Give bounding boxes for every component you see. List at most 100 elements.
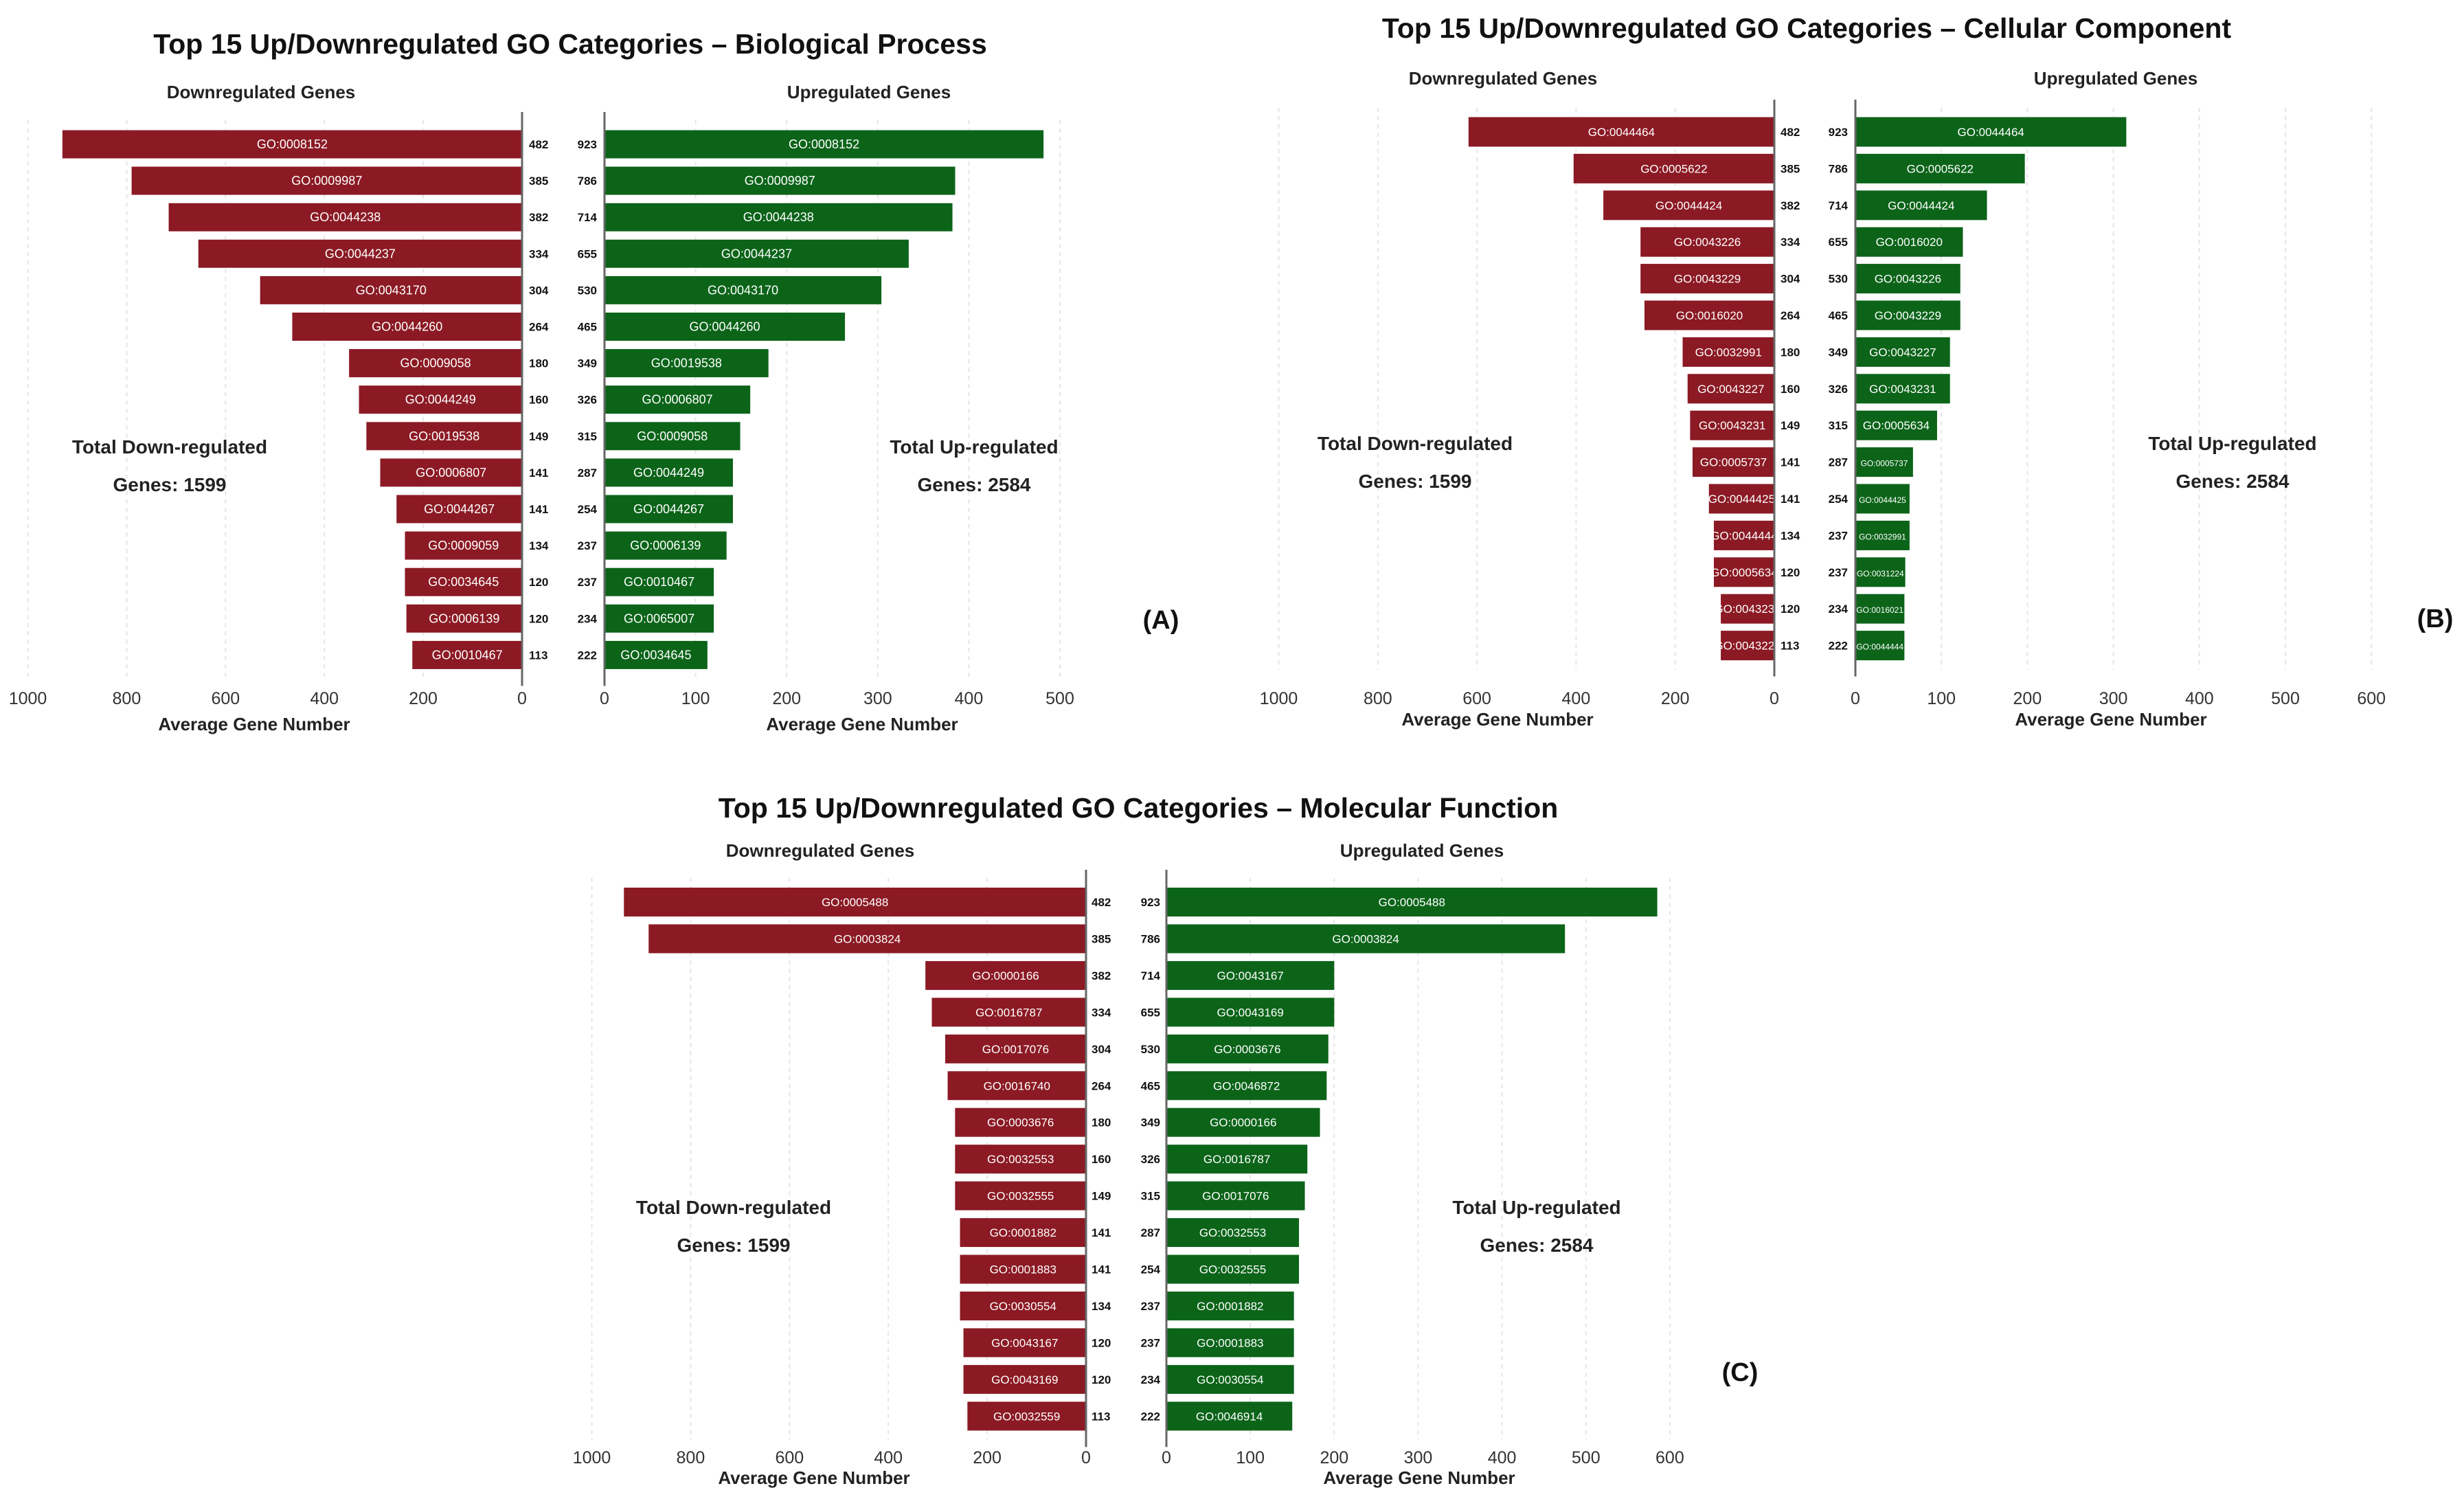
downregulated-header: Downregulated Genes (1409, 68, 1598, 89)
upregulated-header: Upregulated Genes (1340, 840, 1504, 861)
up-bar (604, 239, 909, 268)
up-bar-label: GO:0019538 (651, 357, 722, 370)
down-bar-label: GO:0008152 (257, 137, 328, 151)
up-tick-label: 300 (1404, 1448, 1433, 1467)
up-bar (1166, 960, 1335, 990)
down-tick-label: 800 (677, 1448, 705, 1467)
down-bar (1690, 410, 1774, 440)
down-bar-label: GO:0043169 (991, 1373, 1058, 1386)
up-tick-label: 100 (1236, 1448, 1265, 1467)
down-tick-label: 1000 (573, 1448, 611, 1467)
down-count-label: 264 (529, 321, 549, 334)
down-count-label: 382 (1092, 969, 1111, 982)
up-bar (1855, 631, 1905, 661)
down-bar-label: GO:0034645 (428, 575, 499, 589)
up-count-label: 237 (1141, 1300, 1160, 1313)
up-bar (1855, 264, 1960, 294)
up-tick-label: 400 (1488, 1448, 1517, 1467)
up-bar-label: GO:0001883 (1197, 1336, 1263, 1349)
down-bar (963, 1364, 1086, 1394)
down-count-label: 120 (1092, 1373, 1111, 1386)
down-count-label: 382 (529, 211, 548, 224)
down-bar-label: GO:0005488 (822, 896, 888, 909)
up-count-label: 655 (1829, 236, 1848, 249)
down-count-label: 134 (529, 539, 549, 552)
up-bar (604, 385, 751, 414)
up-bar-label: GO:0010467 (624, 575, 694, 589)
down-count-label: 385 (1781, 162, 1800, 175)
down-bar-label: GO:0044425 (1708, 493, 1775, 506)
up-bar-label: GO:0016021 (1856, 605, 1903, 615)
up-bar (1855, 337, 1950, 367)
down-bar-label: GO:0044444 (1710, 529, 1777, 542)
up-bar-label: GO:0043226 (1875, 273, 1941, 286)
up-bar (1855, 410, 1937, 440)
down-tick-label: 400 (1562, 689, 1591, 708)
up-bar-label: GO:0009987 (745, 174, 815, 188)
up-bar (1166, 1145, 1308, 1174)
up-bar (604, 640, 708, 669)
down-count-label: 141 (529, 503, 548, 516)
down-bar-label: GO:0043232 (1714, 603, 1781, 616)
total-up-label: Total Up-regulated (890, 436, 1058, 458)
down-bar-label: GO:0044260 (372, 320, 442, 334)
up-count-label: 714 (578, 211, 598, 224)
up-bar (1166, 888, 1658, 916)
up-bar (1166, 1291, 1294, 1320)
down-bar (1644, 300, 1774, 330)
up-bar-label: GO:0001882 (1197, 1300, 1263, 1313)
down-x-axis-label: Average Gene Number (718, 1467, 909, 1488)
up-bar-label: GO:0008152 (789, 137, 859, 151)
up-bar (604, 349, 769, 378)
up-bar-label: GO:0043227 (1869, 346, 1936, 359)
up-tick-label: 500 (2271, 689, 2300, 708)
down-bar (198, 239, 522, 268)
down-bar-label: GO:0016020 (1676, 309, 1743, 322)
up-bar (604, 604, 714, 633)
down-count-label: 160 (529, 394, 548, 407)
up-count-label: 714 (1141, 969, 1161, 982)
up-count-label: 287 (578, 466, 597, 480)
down-count-label: 334 (1092, 1006, 1111, 1019)
down-bar (380, 458, 522, 487)
down-count-label: 134 (1781, 529, 1800, 542)
down-bar-label: GO:0009058 (400, 357, 471, 370)
down-bar-label: GO:0009059 (428, 539, 499, 552)
up-count-label: 923 (1829, 126, 1848, 139)
down-bar-label: GO:0017076 (982, 1043, 1049, 1056)
up-bar-label: GO:0044444 (1856, 642, 1903, 652)
panel-letter: (A) (1143, 606, 1179, 635)
up-count-label: 465 (1141, 1079, 1160, 1092)
down-tick-label: 800 (113, 689, 142, 708)
up-bar-label: GO:0044267 (633, 502, 704, 516)
down-bar-label: GO:0032553 (987, 1153, 1054, 1166)
down-bar (1708, 484, 1774, 514)
down-count-label: 141 (1781, 456, 1800, 469)
down-bar (359, 385, 522, 414)
up-bar-label: GO:0016020 (1876, 236, 1943, 249)
down-bar-label: GO:0016740 (984, 1079, 1050, 1092)
up-tick-label: 100 (1927, 689, 1956, 708)
up-bar (604, 567, 714, 596)
down-bar (1640, 227, 1774, 257)
down-count-label: 334 (1781, 236, 1800, 249)
up-bar (604, 531, 727, 560)
down-count-label: 385 (529, 175, 548, 188)
up-count-label: 349 (1829, 346, 1848, 359)
up-bar-label: GO:0005634 (1863, 419, 1930, 432)
down-bar (1682, 337, 1774, 367)
down-bar (960, 1291, 1086, 1320)
up-bar (1855, 117, 2127, 147)
down-bar-label: GO:0044267 (424, 502, 495, 516)
up-count-label: 326 (578, 394, 597, 407)
up-count-label: 326 (1829, 383, 1848, 396)
up-bar (1855, 594, 1905, 624)
up-count-label: 254 (1829, 493, 1849, 506)
up-count-label: 714 (1829, 199, 1849, 212)
down-bar (955, 1107, 1086, 1137)
total-up-value: Genes: 2584 (1480, 1235, 1594, 1256)
down-bar (624, 888, 1086, 916)
down-bar (1640, 264, 1774, 294)
down-bar-label: GO:0043229 (1674, 273, 1741, 286)
up-tick-label: 500 (1572, 1448, 1601, 1467)
